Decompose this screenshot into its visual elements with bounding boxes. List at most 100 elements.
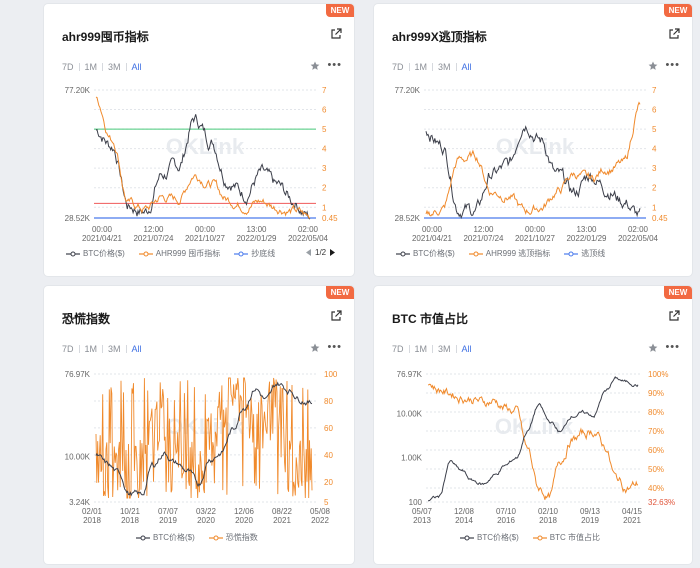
more-icon[interactable]: ••• (665, 59, 680, 71)
new-badge: NEW (664, 286, 692, 299)
series-btc-line (428, 375, 639, 502)
x-tick-label: 09/13 (580, 507, 601, 516)
x-tick-label: 05/08 (310, 507, 331, 516)
legend-label: BTC价格($) (413, 249, 455, 258)
new-badge: NEW (326, 286, 354, 299)
legend-label: BTC 市值占比 (549, 533, 601, 542)
more-icon[interactable]: ••• (327, 341, 342, 353)
tab-1m[interactable]: 1M (414, 62, 428, 72)
legend-line-icon (564, 251, 579, 256)
tab-all[interactable]: All (461, 62, 472, 72)
series-ahr-line (425, 101, 641, 217)
legend-btc[interactable]: BTC价格($) (460, 532, 519, 543)
y-right-label: 7 (652, 86, 657, 95)
y-right-label: 20 (324, 478, 333, 487)
legend-btc[interactable]: BTC价格($) (66, 248, 125, 259)
y-right-label: 32.63% (648, 498, 675, 507)
y-left-label: 10.00K (65, 452, 91, 461)
x-tick-label: 07/10 (496, 507, 517, 516)
tab-divider (125, 345, 127, 353)
y-left-label: 1.00K (401, 454, 423, 463)
tab-divider (102, 345, 104, 353)
prev-page-icon[interactable] (306, 249, 312, 256)
star-icon[interactable] (310, 61, 320, 71)
legend-line-icon (66, 251, 80, 256)
more-icon[interactable]: ••• (327, 59, 342, 71)
tab-7d[interactable]: 7D (62, 62, 74, 72)
card-btc-dominance: OKLink 76.97K 10.00K 1.00K 100 100% 90% 80% 70% 6… (374, 286, 692, 564)
tab-7d[interactable]: 7D (62, 344, 74, 354)
y-right-label: 3 (322, 164, 327, 173)
tab-3m[interactable]: 3M (438, 62, 451, 72)
external-link-icon[interactable] (330, 310, 342, 322)
range-tabs: 7D 1M 3M All (62, 344, 147, 354)
tab-3m[interactable]: 3M (108, 62, 121, 72)
card-title: ahr999囤币指标 (62, 30, 149, 44)
next-page-icon[interactable] (329, 249, 336, 256)
legend-fear[interactable]: 恐慌指数 (208, 532, 258, 543)
y-left-label: 100 (409, 498, 423, 507)
legend-ahr999[interactable]: AHR999 囤币指标 (138, 248, 220, 259)
x-tick-label: 2018 (83, 516, 101, 525)
range-tabs: 7D 1M 3M All (392, 62, 477, 72)
star-icon[interactable] (310, 343, 320, 353)
tab-all[interactable]: All (131, 344, 142, 354)
legend-btc[interactable]: BTC价格($) (136, 532, 195, 543)
tab-divider (78, 63, 80, 71)
y-right-label: 7 (322, 86, 327, 95)
legend-dominance[interactable]: BTC 市值占比 (532, 532, 601, 543)
x-tick-label: 02/10 (538, 507, 559, 516)
y-right-label: 0.45 (652, 214, 668, 223)
tab-1m[interactable]: 1M (84, 344, 98, 354)
tab-all[interactable]: All (461, 344, 472, 354)
legend-top-line[interactable]: 逃顶线 (564, 248, 605, 259)
tab-divider (78, 345, 80, 353)
x-tick-label: 2018 (539, 516, 557, 525)
star-icon[interactable] (648, 343, 658, 353)
legend-line-icon (136, 535, 150, 540)
legend-line-icon (138, 251, 153, 256)
tab-3m[interactable]: 3M (108, 344, 121, 354)
x-tick-label: 2021/04/21 (412, 234, 453, 243)
x-tick-label: 2022/05/04 (288, 234, 329, 243)
x-tick-label: 03/22 (196, 507, 217, 516)
y-left-label: 77.20K (395, 86, 421, 95)
x-tick-label: 2013 (413, 516, 431, 525)
legend-ahr999x[interactable]: AHR999 逃顶指标 (468, 248, 550, 259)
y-left-label: 76.97K (397, 370, 423, 379)
external-link-icon[interactable] (668, 28, 680, 40)
more-icon[interactable]: ••• (665, 341, 680, 353)
tab-all[interactable]: All (131, 62, 142, 72)
tab-1m[interactable]: 1M (84, 62, 98, 72)
tab-divider (102, 63, 104, 71)
external-link-icon[interactable] (668, 310, 680, 322)
x-tick-label: 12/06 (234, 507, 255, 516)
tab-3m[interactable]: 3M (438, 344, 451, 354)
tab-divider (408, 63, 410, 71)
x-tick-label: 2014 (455, 516, 473, 525)
y-right-label: 0.45 (322, 214, 338, 223)
x-tick-label: 02:00 (298, 225, 319, 234)
tab-7d[interactable]: 7D (392, 344, 404, 354)
range-tabs: 7D 1M 3M All (392, 344, 477, 354)
external-link-icon[interactable] (330, 28, 342, 40)
tab-7d[interactable]: 7D (392, 62, 404, 72)
legend-btc[interactable]: BTC价格($) (396, 248, 455, 259)
tab-1m[interactable]: 1M (414, 344, 428, 354)
y-right-label: 100% (648, 370, 668, 379)
star-icon[interactable] (648, 61, 658, 71)
y-right-label: 90% (648, 389, 664, 398)
legend-bottom-line[interactable]: 抄底线 (234, 248, 275, 259)
y-left-label: 76.97K (65, 370, 91, 379)
x-tick-label: 02:00 (628, 225, 649, 234)
y-right-label: 4 (652, 145, 657, 154)
legend-label: BTC价格($) (153, 533, 195, 542)
tab-divider (455, 345, 457, 353)
y-left-label: 3.24K (69, 498, 91, 507)
legend-line-icon (208, 535, 223, 540)
x-tick-label: 2021/07/24 (133, 234, 174, 243)
y-left-label: 28.52K (65, 214, 91, 223)
x-tick-label: 2021 (273, 516, 291, 525)
x-tick-label: 2021 (623, 516, 641, 525)
series-btc-line (425, 125, 641, 220)
